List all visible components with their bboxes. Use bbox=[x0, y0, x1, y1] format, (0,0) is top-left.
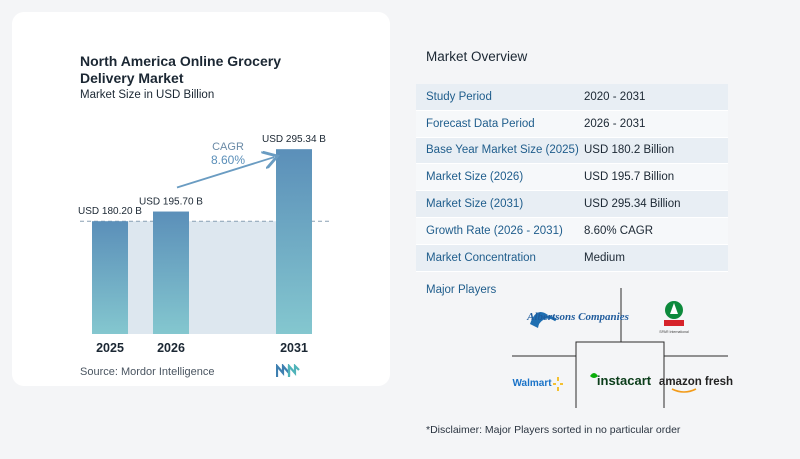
disclaimer-text: *Disclaimer: Major Players sorted in no … bbox=[426, 424, 681, 436]
table-row: Base Year Market Size (2025) USD 180.2 Bi… bbox=[416, 137, 728, 165]
overview-table: Study Period 2020 - 2031 Forecast Data Pe… bbox=[416, 84, 728, 272]
row-key: Market Size (2031) bbox=[426, 198, 524, 211]
table-row: Market Size (2031) USD 295.34 Billion bbox=[416, 191, 728, 218]
player-amazon-fresh: amazon fresh bbox=[659, 376, 733, 388]
bar-2025 bbox=[92, 221, 128, 334]
table-row: Market Concentration Medium bbox=[416, 244, 728, 272]
tick-label-2031: 2031 bbox=[280, 341, 308, 355]
row-key: Market Concentration bbox=[426, 251, 536, 264]
row-key: Growth Rate (2026 - 2031) bbox=[426, 224, 563, 237]
tick-label-2026: 2026 bbox=[157, 341, 185, 355]
cagr-arrow bbox=[176, 157, 274, 189]
bar-2026 bbox=[153, 211, 189, 334]
player-walmart: Walmart bbox=[512, 378, 552, 389]
tick-label-2025: 2025 bbox=[96, 341, 124, 355]
player-spar: SPAR International bbox=[659, 330, 689, 334]
row-key: Market Size (2026) bbox=[426, 171, 524, 184]
player-albertsons: Albertsons Companies bbox=[526, 311, 629, 323]
row-value: USD 295.34 Billion bbox=[584, 198, 681, 211]
row-value: Medium bbox=[584, 251, 625, 264]
cagr-label: CAGR bbox=[212, 141, 244, 153]
albertsons-logo-icon: Albertsons Companies bbox=[526, 311, 629, 328]
table-row: Market Size (2026) USD 195.7 Billion bbox=[416, 164, 728, 192]
instacart-logo-icon: instacart bbox=[590, 373, 652, 388]
chart-title: North America Online Grocery Delivery Ma… bbox=[80, 53, 281, 86]
row-value: USD 180.2 Billion bbox=[584, 144, 675, 157]
row-value: 2026 - 2031 bbox=[584, 117, 646, 130]
cagr-value: 8.60% bbox=[211, 153, 245, 167]
chart-subtitle: Market Size in USD Billion bbox=[80, 89, 215, 101]
walmart-logo-icon: Walmart bbox=[512, 377, 563, 391]
row-key: Study Period bbox=[426, 90, 492, 103]
data-label-2026: USD 195.70 B bbox=[139, 197, 203, 208]
row-value: 8.60% CAGR bbox=[584, 224, 654, 237]
table-row: Growth Rate (2026 - 2031) 8.60% CAGR bbox=[416, 217, 728, 245]
overview-title: Market Overview bbox=[426, 49, 528, 64]
table-row: Forecast Data Period 2026 - 2031 bbox=[416, 110, 728, 138]
bar-2031 bbox=[276, 149, 312, 334]
data-label-2025: USD 180.20 B bbox=[78, 206, 142, 217]
row-value: USD 195.7 Billion bbox=[584, 171, 675, 184]
mordor-logo-icon bbox=[276, 364, 300, 377]
amazon-fresh-logo-icon: amazon fresh bbox=[659, 376, 733, 393]
source-text: Source: Mordor Intelligence bbox=[80, 366, 215, 378]
data-label-2031: USD 295.34 B bbox=[262, 134, 326, 145]
row-value: 2020 - 2031 bbox=[584, 90, 646, 103]
player-instacart: instacart bbox=[597, 373, 652, 388]
row-key: Forecast Data Period bbox=[426, 117, 535, 130]
major-players-label: Major Players bbox=[426, 284, 497, 296]
table-row: Study Period 2020 - 2031 bbox=[416, 84, 728, 111]
row-key: Base Year Market Size (2025) bbox=[426, 144, 579, 157]
spar-logo-icon: SPAR International bbox=[659, 301, 689, 334]
